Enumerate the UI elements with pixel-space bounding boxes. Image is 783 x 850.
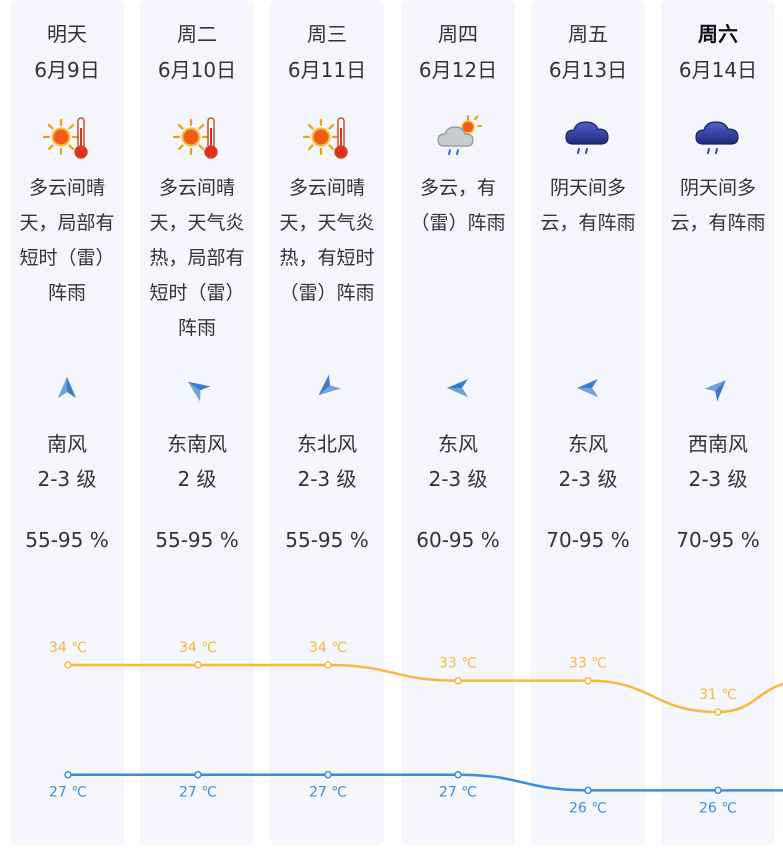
sunny-hot-icon — [172, 114, 221, 162]
weather-description: 多云间晴天，天气炎热，局部有短时（雷）阵雨 — [149, 177, 245, 339]
wind-direction: 东北风 — [297, 432, 357, 456]
weather-description: 多云间晴天，局部有短时（雷）阵雨 — [19, 177, 115, 304]
day-name: 周六 — [698, 22, 738, 46]
day-column: 周三 6月11日 多云间晴天，天气炎热，有短时（雷）阵雨 东北风 2-3 级 55-9… — [270, 0, 384, 845]
wind-level: 2-3 级 — [297, 467, 357, 491]
day-name: 明天 — [47, 22, 87, 46]
wind-arrow-southwest-icon — [704, 374, 732, 402]
wind-arrow-northeast-icon — [313, 374, 341, 402]
weather-description: 阴天间多云，有阵雨 — [540, 177, 636, 234]
day-column: 周二 6月10日 多云间晴天，天气炎热，局部有短时（雷）阵雨 东南风 2 级 55-9… — [140, 0, 254, 845]
wind-direction: 东南风 — [167, 432, 227, 456]
wind-direction: 西南风 — [688, 432, 748, 456]
humidity: 70-95 % — [546, 528, 630, 552]
humidity: 70-95 % — [676, 528, 760, 552]
sunny-hot-icon — [42, 114, 91, 162]
wind-arrow-east-icon — [444, 374, 472, 402]
wind-level: 2-3 级 — [37, 467, 97, 491]
wind-arrow-east-icon — [574, 374, 602, 402]
day-column: 周六 6月14日 阴天间多云，有阵雨 西南风 2-3 级 70-95 % — [661, 0, 775, 845]
wind-level: 2 级 — [177, 467, 217, 491]
day-date: 6月14日 — [678, 58, 758, 82]
humidity: 55-95 % — [155, 528, 239, 552]
wind-level: 2-3 级 — [688, 467, 748, 491]
wind-direction: 东风 — [568, 432, 608, 456]
humidity: 55-95 % — [25, 528, 109, 552]
day-date: 6月12日 — [418, 58, 498, 82]
day-column: 周五 6月13日 阴天间多云，有阵雨 东风 2-3 级 70-95 % — [531, 0, 645, 845]
humidity: 55-95 % — [285, 528, 369, 552]
weather-description: 多云间晴天，天气炎热，有短时（雷）阵雨 — [279, 177, 375, 304]
wind-level: 2-3 级 — [558, 467, 618, 491]
cloudy-sun-rain-icon — [434, 114, 482, 162]
day-date: 6月13日 — [548, 58, 628, 82]
day-name: 周二 — [177, 22, 217, 46]
sunny-hot-icon — [302, 114, 351, 162]
day-name: 周三 — [307, 22, 347, 46]
wind-level: 2-3 级 — [428, 467, 488, 491]
wind-direction: 东风 — [438, 432, 478, 456]
day-date: 6月11日 — [287, 58, 367, 82]
day-column: 明天 6月9日 多云间晴天，局部有短时（雷）阵雨 南风 2-3 级 55-95 % — [10, 0, 124, 845]
wind-direction: 南风 — [47, 432, 87, 456]
weather-description: 多云，有（雷）阵雨 — [410, 177, 506, 234]
dark-cloud-rain-icon — [694, 114, 742, 162]
day-date: 6月10日 — [157, 58, 237, 82]
day-column: 周四 6月12日 多云，有（雷）阵雨 东风 2-3 级 60-95 % — [401, 0, 515, 845]
day-name: 周四 — [438, 22, 478, 46]
day-date: 6月9日 — [34, 58, 100, 82]
wind-arrow-south-icon — [53, 374, 81, 402]
humidity: 60-95 % — [416, 528, 500, 552]
wind-arrow-southeast-icon — [183, 374, 211, 402]
weather-description: 阴天间多云，有阵雨 — [670, 177, 766, 234]
dark-cloud-rain-icon — [564, 114, 612, 162]
day-name: 周五 — [568, 22, 608, 46]
